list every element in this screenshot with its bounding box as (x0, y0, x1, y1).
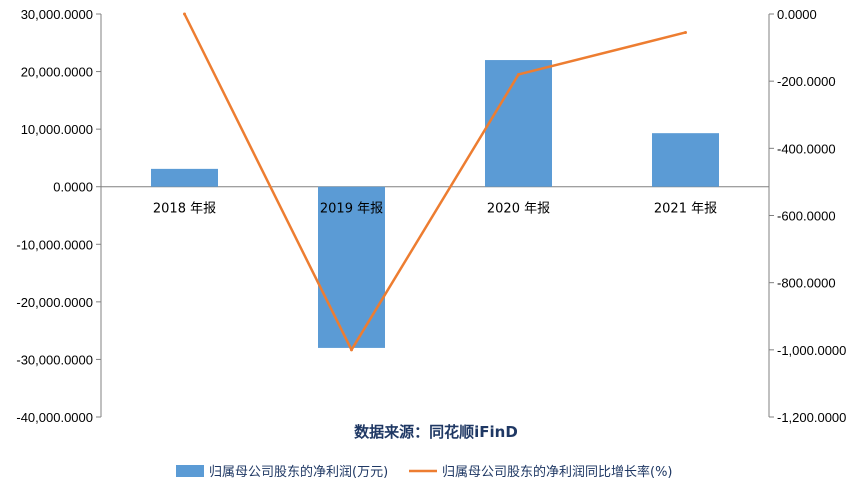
left-tick-label: 10,000.0000 (21, 122, 93, 137)
category-label: 2021 年报 (654, 202, 717, 217)
line-point-2 (350, 348, 353, 352)
left-tick-label: -30,000.0000 (16, 352, 93, 367)
right-axis-ticks: 0.0000 -200.0000 -400.0000 -600.0000 -800.00… (769, 7, 846, 425)
legend-label-line: 归属母公司股东的净利润同比增长率(%) (442, 464, 673, 480)
bar-2 (318, 186, 385, 348)
line-series (183, 12, 687, 352)
left-tick-label: -10,000.0000 (16, 237, 93, 252)
line-point-1 (183, 12, 186, 16)
source-note: 数据来源：同花顺iFinD (354, 423, 518, 441)
category-label: 2020 年报 (487, 202, 550, 217)
left-tick-label: -20,000.0000 (16, 295, 93, 310)
legend-swatch-bar (176, 465, 204, 477)
right-tick-label: -1,000.0000 (777, 343, 846, 358)
right-tick-label: -600.0000 (777, 209, 836, 224)
left-tick-label: 30,000.0000 (21, 7, 93, 22)
right-tick-label: -400.0000 (777, 141, 836, 156)
right-tick-label: 0.0000 (777, 7, 817, 22)
right-tick-label: -200.0000 (777, 74, 836, 89)
legend-label-bar: 归属母公司股东的净利润(万元) (209, 464, 388, 480)
line-point-4 (684, 30, 687, 34)
left-tick-label: 20,000.0000 (21, 65, 93, 80)
bar-series (151, 60, 719, 348)
right-tick-label: -800.0000 (777, 276, 836, 291)
legend: 归属母公司股东的净利润(万元) 归属母公司股东的净利润同比增长率(%) (176, 464, 673, 480)
line-point-3 (517, 72, 520, 76)
left-tick-label: 0.0000 (53, 180, 93, 195)
category-labels: 2018 年报 2019 年报 2020 年报 2021 年报 (153, 202, 717, 217)
growth-rate-line (183, 13, 686, 352)
bar-3 (485, 60, 552, 187)
category-label: 2018 年报 (153, 202, 216, 217)
bar-4 (652, 133, 719, 187)
category-label: 2019 年报 (320, 202, 383, 217)
left-tick-label: -40,000.0000 (16, 410, 93, 425)
right-tick-label: -1,200.0000 (777, 410, 846, 425)
bar-1 (151, 168, 218, 187)
left-axis-ticks: 30,000.0000 20,000.0000 10,000.0000 0.0000 -… (16, 7, 101, 425)
